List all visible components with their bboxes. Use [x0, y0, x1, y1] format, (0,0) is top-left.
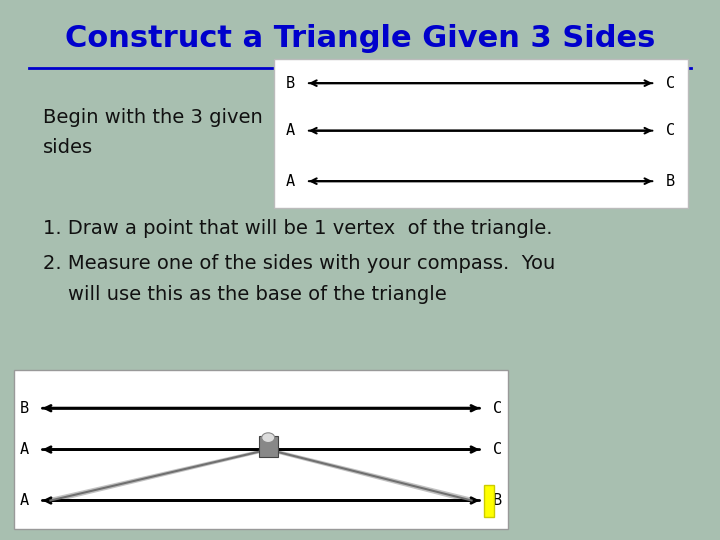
Text: B: B	[286, 76, 295, 91]
Text: B: B	[493, 493, 503, 508]
Circle shape	[262, 433, 275, 443]
Text: Begin with the 3 given: Begin with the 3 given	[43, 108, 263, 127]
Text: sides: sides	[43, 138, 94, 157]
Bar	[484, 485, 494, 517]
Bar	[14, 370, 508, 529]
Text: Construct a Triangle Given 3 Sides: Construct a Triangle Given 3 Sides	[65, 24, 655, 53]
Text: A: A	[286, 123, 295, 138]
Polygon shape	[42, 449, 273, 501]
Text: 2. Measure one of the sides with your compass.  You: 2. Measure one of the sides with your co…	[43, 254, 555, 273]
Text: will use this as the base of the triangle: will use this as the base of the triangl…	[43, 285, 447, 304]
Bar	[274, 59, 688, 208]
Text: C: C	[666, 123, 675, 138]
Text: C: C	[493, 401, 503, 416]
Bar	[259, 435, 278, 457]
Text: C: C	[666, 76, 675, 91]
Text: B: B	[19, 401, 29, 416]
Text: A: A	[286, 174, 295, 188]
Polygon shape	[264, 449, 480, 501]
Text: C: C	[493, 442, 503, 457]
Text: A: A	[19, 493, 29, 508]
Text: A: A	[19, 442, 29, 457]
Text: 1. Draw a point that will be 1 vertex  of the triangle.: 1. Draw a point that will be 1 vertex of…	[43, 219, 553, 238]
Text: B: B	[666, 174, 675, 188]
